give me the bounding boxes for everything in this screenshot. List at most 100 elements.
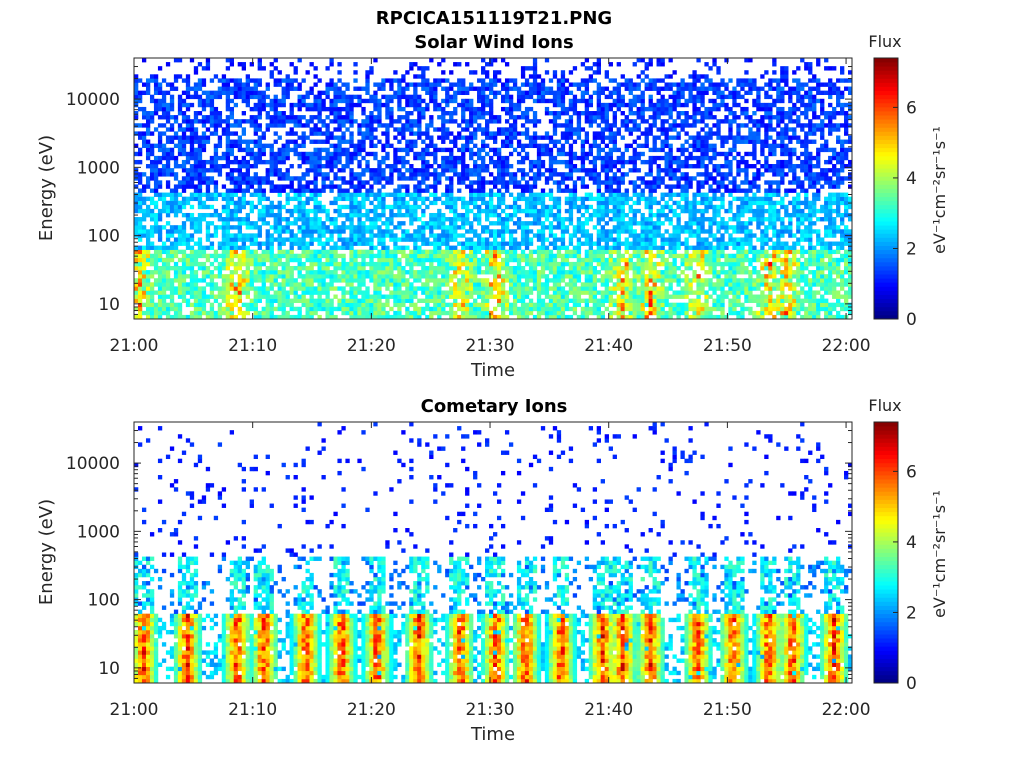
heatmap-cell bbox=[552, 298, 558, 303]
heatmap-cell bbox=[393, 310, 398, 316]
heatmap-cell bbox=[532, 302, 538, 308]
heatmap-cell bbox=[269, 208, 274, 214]
heatmap-cell bbox=[508, 86, 514, 91]
heatmap-cell bbox=[560, 111, 566, 116]
heatmap-cell bbox=[536, 90, 542, 96]
heatmap-cell bbox=[473, 143, 478, 149]
heatmap-cell bbox=[169, 155, 175, 161]
heatmap-cell bbox=[437, 257, 442, 263]
heatmap-cell bbox=[584, 233, 590, 238]
heatmap-cell bbox=[496, 217, 502, 222]
heatmap-cell bbox=[277, 82, 282, 87]
heatmap-cell bbox=[289, 111, 294, 116]
heatmap-cell bbox=[177, 74, 183, 79]
heatmap-cell bbox=[493, 74, 498, 79]
heatmap-cell bbox=[169, 115, 175, 120]
heatmap-cell bbox=[528, 119, 534, 124]
heatmap-cell bbox=[349, 233, 354, 238]
heatmap-cell bbox=[409, 270, 414, 275]
heatmap-cell bbox=[329, 155, 334, 161]
heatmap-cell bbox=[393, 188, 398, 193]
heatmap-cell bbox=[241, 200, 246, 206]
heatmap-cell bbox=[221, 204, 227, 210]
heatmap-cell bbox=[157, 298, 163, 303]
heatmap-cell bbox=[520, 302, 526, 308]
heatmap-cell bbox=[373, 306, 378, 312]
heatmap-cell bbox=[548, 229, 554, 234]
heatmap-cell bbox=[532, 208, 538, 214]
heatmap-cell bbox=[233, 119, 239, 124]
heatmap-cell bbox=[381, 261, 386, 267]
heatmap-cell bbox=[349, 265, 354, 271]
heatmap-cell bbox=[409, 249, 414, 255]
heatmap-cell bbox=[504, 90, 510, 96]
heatmap-cell bbox=[345, 155, 350, 161]
heatmap-cell bbox=[197, 245, 203, 250]
heatmap-cell bbox=[141, 188, 147, 193]
heatmap-cell bbox=[273, 119, 278, 124]
heatmap-cell bbox=[552, 180, 558, 185]
heatmap-cell bbox=[257, 66, 262, 71]
heatmap-cell bbox=[237, 225, 242, 230]
heatmap-cell bbox=[337, 147, 342, 153]
heatmap-cell bbox=[516, 253, 522, 259]
heatmap-cell bbox=[496, 196, 502, 202]
heatmap-cell bbox=[241, 257, 246, 263]
heatmap-cell bbox=[141, 217, 147, 222]
heatmap-cell bbox=[500, 86, 506, 91]
heatmap-cell bbox=[269, 159, 274, 165]
heatmap-cell bbox=[353, 200, 358, 206]
heatmap-cell bbox=[333, 159, 338, 165]
heatmap-cell bbox=[153, 310, 159, 316]
heatmap-cell bbox=[229, 147, 235, 153]
heatmap-cell bbox=[285, 184, 290, 189]
heatmap-cell bbox=[333, 147, 338, 153]
heatmap-cell bbox=[257, 94, 262, 100]
heatmap-cell bbox=[209, 155, 215, 161]
heatmap-cell bbox=[592, 172, 598, 177]
heatmap-cell bbox=[552, 127, 558, 132]
heatmap-cell bbox=[197, 229, 203, 234]
heatmap-cell bbox=[297, 82, 302, 87]
heatmap-cell bbox=[153, 221, 159, 226]
heatmap-cell bbox=[417, 237, 422, 242]
heatmap-cell bbox=[568, 176, 574, 181]
heatmap-cell bbox=[481, 111, 486, 116]
heatmap-cell bbox=[433, 245, 438, 250]
heatmap-cell bbox=[457, 86, 462, 91]
heatmap-cell bbox=[437, 127, 442, 132]
heatmap-cell bbox=[433, 241, 438, 246]
heatmap-cell bbox=[357, 237, 362, 242]
heatmap-cell bbox=[257, 78, 262, 83]
heatmap-cell bbox=[197, 237, 203, 242]
heatmap-cell bbox=[540, 290, 546, 295]
heatmap-cell bbox=[580, 196, 586, 202]
heatmap-cell bbox=[225, 208, 231, 214]
heatmap-cell bbox=[349, 245, 354, 250]
heatmap-cell bbox=[576, 131, 582, 136]
heatmap-cell bbox=[309, 90, 314, 96]
heatmap-cell bbox=[584, 208, 590, 214]
heatmap-cell bbox=[377, 294, 382, 299]
heatmap-cell bbox=[313, 188, 318, 193]
heatmap-cell bbox=[217, 286, 223, 291]
heatmap-cell bbox=[528, 286, 534, 291]
heatmap-cell bbox=[500, 180, 506, 185]
heatmap-cell bbox=[524, 253, 530, 259]
heatmap-cell bbox=[181, 180, 187, 185]
heatmap-cell bbox=[508, 233, 514, 238]
heatmap-cell bbox=[405, 70, 410, 75]
heatmap-cell bbox=[596, 237, 601, 242]
heatmap-cell bbox=[337, 62, 342, 67]
heatmap-cell bbox=[145, 147, 151, 153]
heatmap-cell bbox=[485, 225, 490, 230]
heatmap-cell bbox=[512, 135, 518, 140]
heatmap-cell bbox=[165, 257, 171, 263]
heatmap-cell bbox=[433, 274, 438, 279]
heatmap-cell bbox=[289, 127, 294, 132]
heatmap-cell bbox=[377, 204, 382, 210]
heatmap-cell bbox=[173, 176, 179, 181]
heatmap-cell bbox=[237, 282, 242, 287]
heatmap-cell bbox=[145, 127, 151, 132]
heatmap-cell bbox=[134, 257, 139, 263]
